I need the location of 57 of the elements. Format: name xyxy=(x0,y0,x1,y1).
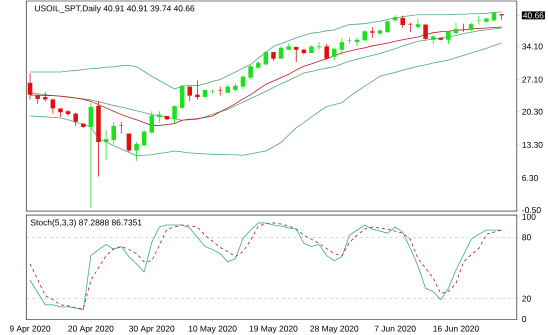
x-tick-label: 20 Apr 2020 xyxy=(68,326,114,334)
x-tick-label: 10 May 2020 xyxy=(188,326,237,334)
candlestick xyxy=(42,92,48,102)
candlestick xyxy=(126,133,132,153)
candlestick xyxy=(104,130,108,161)
candlestick xyxy=(416,18,420,30)
candlestick xyxy=(210,89,215,94)
candlestick xyxy=(408,22,413,33)
candlestick xyxy=(248,65,253,80)
candlestick xyxy=(332,48,337,62)
candlestick xyxy=(362,30,367,42)
candlestick xyxy=(278,46,284,60)
y-tick-label: 20 xyxy=(522,296,531,302)
candlestick xyxy=(461,24,466,32)
candlestick xyxy=(142,130,146,147)
candlestick xyxy=(50,98,56,114)
y-tick-label: 40.66 xyxy=(523,12,544,19)
y-tick-label: 80 xyxy=(522,234,531,240)
candlestick xyxy=(385,20,390,34)
x-tick-label: 30 Apr 2020 xyxy=(129,326,174,334)
x-tick-label: 16 Jun 2020 xyxy=(433,326,479,332)
chart-title: USOIL_SPT,Daily 40.91 40.91 39.74 40.66 xyxy=(35,5,194,14)
candlestick xyxy=(195,80,200,100)
candlestick xyxy=(340,38,344,56)
x-tick-label: 28 May 2020 xyxy=(310,326,358,334)
candlestick xyxy=(28,73,32,100)
y-tick-label: 13.30 xyxy=(522,142,543,148)
candlestick xyxy=(180,84,184,110)
candlestick xyxy=(134,142,139,162)
candlestick xyxy=(157,111,162,124)
candlestick xyxy=(446,30,451,45)
candlestick xyxy=(119,122,124,134)
candlestick xyxy=(111,122,116,145)
candlestick xyxy=(454,22,458,35)
candlestick xyxy=(316,42,322,50)
y-tick-label: 27.10 xyxy=(522,76,543,83)
candlestick xyxy=(240,75,246,90)
candlestick xyxy=(88,102,94,208)
candlestick xyxy=(149,111,154,134)
y-tick-label: 34.10 xyxy=(522,44,543,50)
candlestick xyxy=(324,44,329,60)
x-tick-label: 19 May 2020 xyxy=(250,326,298,334)
candlestick xyxy=(172,105,177,124)
chart-title: Stoch(5,3,3) 87.2888 86.7351 xyxy=(30,219,142,228)
x-tick-label: 7 Jun 2020 xyxy=(374,326,416,332)
y-tick-label: 100 xyxy=(522,214,536,220)
x-tick-label: 9 Apr 2020 xyxy=(10,326,50,334)
candlestick xyxy=(400,15,406,29)
candlestick xyxy=(264,50,268,66)
candlestick xyxy=(187,86,192,102)
y-tick-label: 0 xyxy=(522,316,526,322)
y-tick-label: -0.50 xyxy=(522,207,541,214)
candlestick xyxy=(430,34,436,45)
y-tick-label: 6.30 xyxy=(522,175,538,182)
y-tick-label: 20.30 xyxy=(522,108,543,115)
candlestick xyxy=(73,112,78,127)
candlestick xyxy=(423,24,428,40)
